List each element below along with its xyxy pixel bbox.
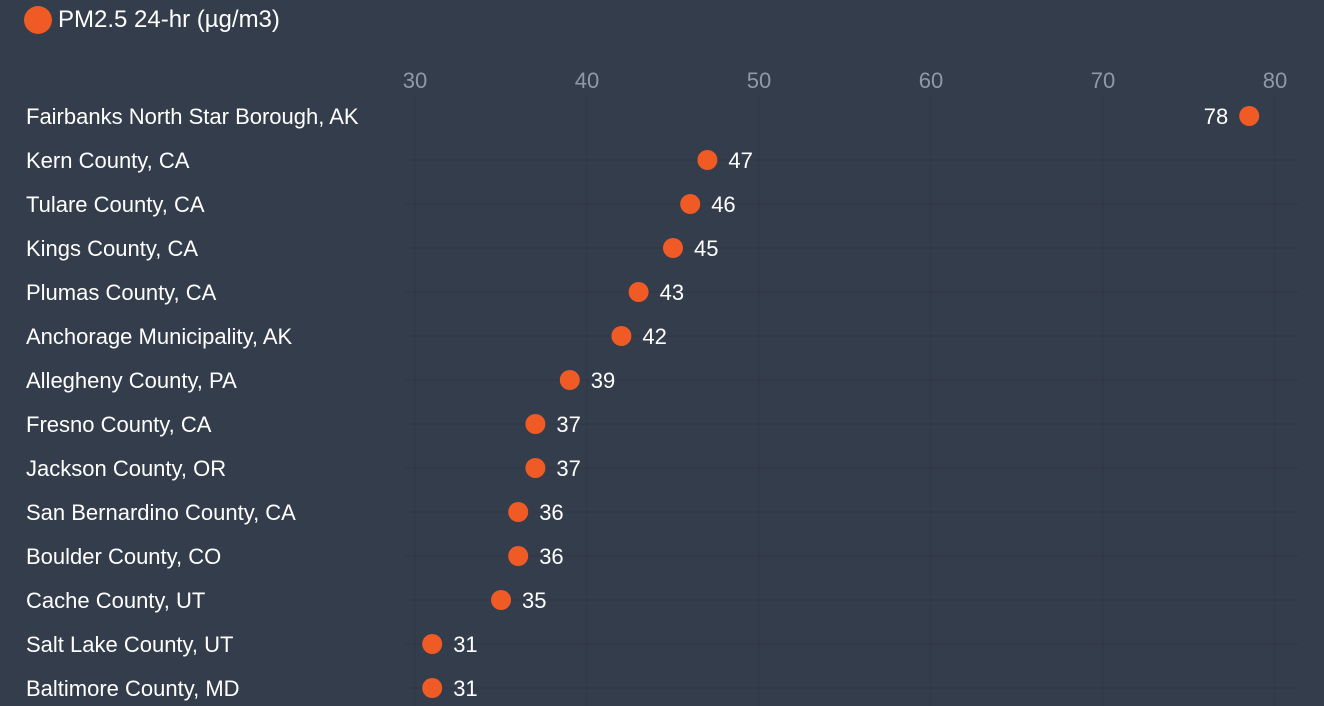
data-point[interactable]: [525, 458, 546, 478]
rows: Fairbanks North Star Borough, AK 78 Kern C…: [26, 104, 1298, 706]
category-label: Fresno County, CA: [26, 412, 212, 437]
data-row[interactable]: Baltimore County, MD 31: [26, 676, 1298, 706]
category-label: San Bernardino County, CA: [26, 500, 296, 525]
data-row[interactable]: Fairbanks North Star Borough, AK 78: [26, 104, 1298, 161]
grid-layer: [414, 96, 1276, 706]
data-row[interactable]: Plumas County, CA 43: [26, 280, 1298, 337]
data-label: 39: [591, 368, 615, 393]
x-tick-label: 70: [1091, 68, 1115, 93]
data-row[interactable]: Salt Lake County, UT 31: [26, 632, 1298, 689]
category-label: Anchorage Municipality, AK: [26, 324, 293, 349]
data-point[interactable]: [422, 634, 443, 654]
category-label: Tulare County, CA: [26, 192, 205, 217]
data-row[interactable]: Allegheny County, PA 39: [26, 368, 1298, 425]
x-tick-label: 50: [747, 68, 771, 93]
data-point[interactable]: [422, 678, 443, 698]
category-label: Plumas County, CA: [26, 280, 217, 305]
data-point[interactable]: [508, 502, 529, 522]
data-label: 45: [694, 236, 718, 261]
data-point[interactable]: [525, 414, 546, 434]
data-label: 43: [660, 280, 684, 305]
x-tick-label: 40: [575, 68, 599, 93]
x-tick-label: 60: [919, 68, 943, 93]
data-row[interactable]: Kings County, CA 45: [26, 236, 1298, 293]
data-label: 46: [711, 192, 735, 217]
data-point[interactable]: [508, 546, 529, 566]
data-row[interactable]: Tulare County, CA 46: [26, 192, 1298, 249]
legend[interactable]: PM2.5 24-hr (µg/m3): [24, 6, 280, 34]
data-row[interactable]: Kern County, CA 47: [26, 148, 1298, 205]
data-label: 37: [556, 412, 580, 437]
legend-marker: [24, 6, 52, 34]
x-tick-label: 30: [403, 68, 427, 93]
data-row[interactable]: San Bernardino County, CA 36: [26, 500, 1298, 557]
data-label: 35: [522, 588, 546, 613]
data-label: 47: [728, 148, 752, 173]
category-label: Kings County, CA: [26, 236, 198, 261]
data-point[interactable]: [663, 238, 683, 258]
data-point[interactable]: [491, 590, 511, 610]
data-label: 78: [1204, 104, 1228, 129]
x-tick-label: 80: [1263, 68, 1287, 93]
category-label: Baltimore County, MD: [26, 676, 240, 701]
data-point[interactable]: [697, 150, 718, 170]
category-label: Salt Lake County, UT: [26, 632, 233, 657]
x-axis: 30 40 50 60 70 80: [403, 68, 1287, 93]
data-label: 36: [539, 500, 563, 525]
data-row[interactable]: Jackson County, OR 37: [26, 456, 1298, 513]
data-row[interactable]: Anchorage Municipality, AK 42: [26, 324, 1298, 381]
data-label: 42: [642, 324, 666, 349]
data-row[interactable]: Cache County, UT 35: [26, 588, 1298, 645]
data-label: 31: [453, 632, 477, 657]
data-row[interactable]: Fresno County, CA 37: [26, 412, 1298, 469]
data-label: 37: [556, 456, 580, 481]
legend-label: PM2.5 24-hr (µg/m3): [58, 6, 280, 33]
data-point[interactable]: [611, 326, 632, 346]
data-point[interactable]: [680, 194, 701, 214]
data-label: 31: [453, 676, 477, 701]
category-label: Boulder County, CO: [26, 544, 221, 569]
data-point[interactable]: [559, 370, 580, 390]
data-row[interactable]: Boulder County, CO 36: [26, 544, 1298, 601]
data-point[interactable]: [1239, 106, 1260, 126]
category-label: Kern County, CA: [26, 148, 190, 173]
category-label: Cache County, UT: [26, 588, 205, 613]
category-label: Jackson County, OR: [26, 456, 226, 481]
data-point[interactable]: [628, 282, 649, 302]
category-label: Allegheny County, PA: [26, 368, 237, 393]
data-label: 36: [539, 544, 563, 569]
category-label: Fairbanks North Star Borough, AK: [26, 104, 359, 129]
